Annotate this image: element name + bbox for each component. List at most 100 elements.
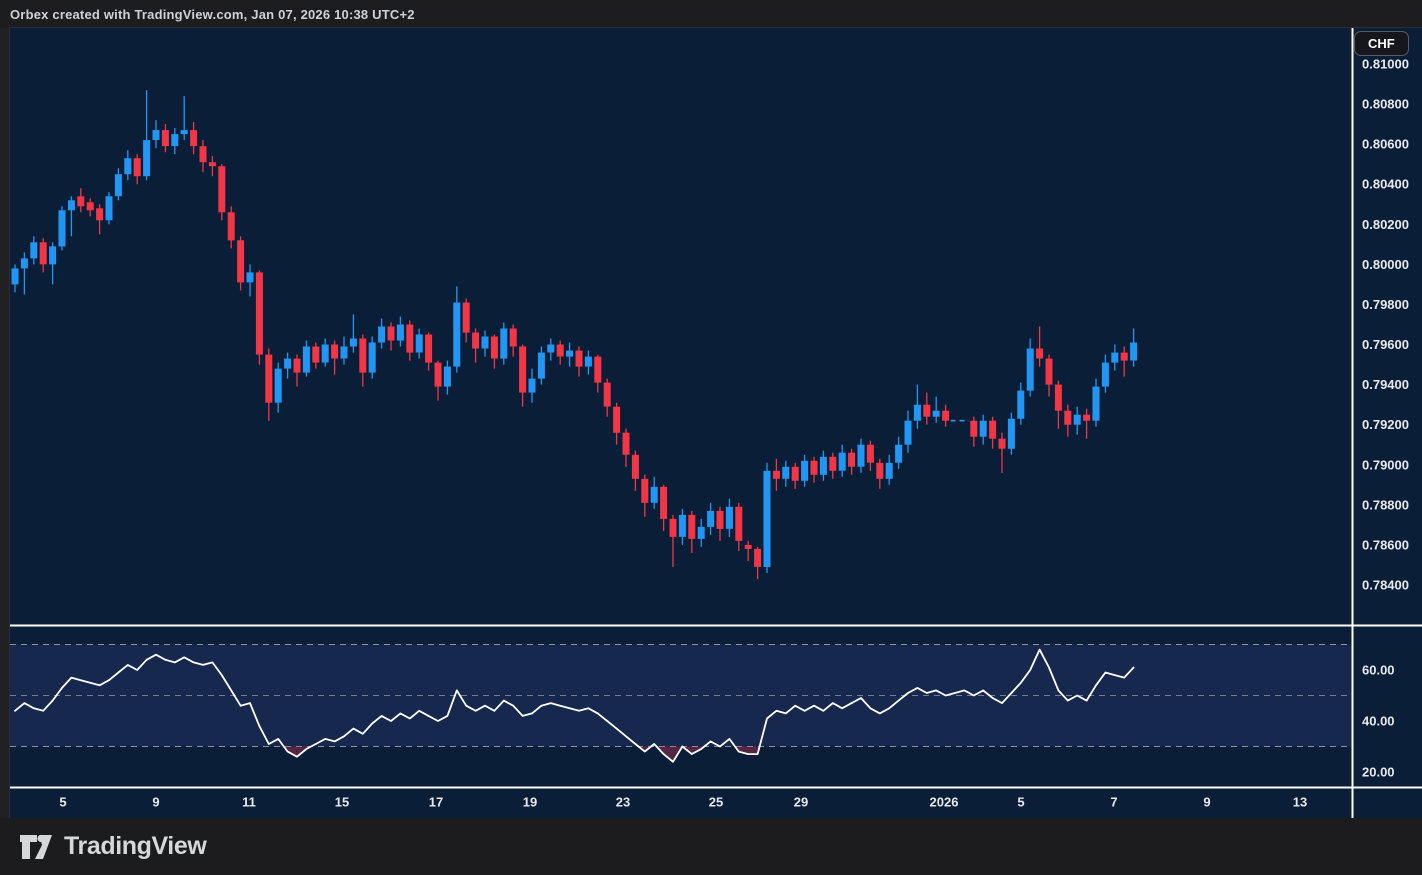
candle-body-down [190, 130, 198, 147]
rsi-tick-label: 20.00 [1362, 765, 1395, 780]
candle-body-up [340, 346, 348, 359]
candle-body-down [575, 350, 583, 367]
candle-body-down [791, 466, 799, 481]
candle-body-up [443, 366, 451, 387]
candle-body-up [1092, 386, 1100, 421]
candle-body-up [782, 466, 790, 479]
time-tick-label: 9 [152, 795, 159, 810]
candle-body-down [641, 478, 649, 503]
candle-body-up [20, 258, 28, 269]
candle-body-down [1045, 358, 1053, 385]
time-tick-label: 13 [1293, 795, 1307, 810]
price-tick-label: 0.81000 [1362, 57, 1409, 72]
candle-body-down [208, 162, 216, 167]
candle-body-up [180, 130, 188, 135]
candle-body-up [838, 452, 846, 471]
time-tick-label: 23 [616, 795, 630, 810]
candle-body-up [528, 378, 536, 393]
candle-body-down [942, 410, 950, 421]
candle-body-up [678, 514, 686, 537]
chart-attribution-title: Orbex created with TradingView.com, Jan … [10, 6, 415, 22]
price-tick-label: 0.80000 [1362, 257, 1409, 272]
candle-body-up [932, 410, 940, 417]
candle-body-up [885, 462, 893, 479]
candle-body-down [86, 202, 94, 211]
candle-body-up [763, 470, 771, 567]
candle-body-up [1007, 418, 1015, 449]
candle-body-down [594, 356, 602, 383]
price-tick-label: 0.80400 [1362, 177, 1409, 192]
price-axis[interactable]: 0.81000 0.80800 0.80600 0.80400 0.80200 0.800… [1362, 57, 1409, 593]
time-axis[interactable]: 5 9 11 15 17 19 23 25 29 2026 5 7 9 13 [59, 795, 1307, 810]
candle-body-up [1130, 342, 1138, 361]
candle-body-down [387, 326, 395, 341]
candle-body-up [895, 444, 903, 463]
rsi-tick-label: 40.00 [1362, 714, 1395, 729]
candle-body-down [754, 548, 762, 567]
chart-panel[interactable]: CHF 0.81000 0.80800 0.80600 0.80400 0.80200 0… [10, 28, 1422, 818]
candle-body-up [1017, 390, 1025, 419]
price-tick-label: 0.79400 [1362, 377, 1409, 392]
candle-body-down [509, 328, 517, 347]
candle-body-down [1036, 348, 1044, 359]
candle-body-up [819, 456, 827, 475]
time-tick-label: 29 [794, 795, 808, 810]
time-tick-label: 2026 [930, 795, 959, 810]
candle-body-up [368, 342, 376, 373]
candle-body-down [989, 420, 997, 439]
candle-body-up [979, 420, 987, 437]
tradingview-logo-icon[interactable] [18, 832, 54, 862]
candle-body-down [406, 324, 414, 353]
candle-body-up [30, 242, 38, 259]
candle-body-down [744, 544, 752, 549]
candle-body-up [500, 328, 508, 359]
price-tick-label: 0.78800 [1362, 497, 1409, 512]
candle-body-down [688, 514, 696, 539]
candle-body-up [481, 336, 489, 349]
candle-body-down [462, 302, 470, 333]
candle-body-down [96, 208, 104, 221]
candle-body-down [735, 506, 743, 541]
candle-body-down [255, 272, 263, 355]
candle-body-up [584, 356, 592, 367]
time-tick-label: 5 [59, 795, 66, 810]
candle-body-up [1111, 352, 1119, 363]
header-bar: Orbex created with TradingView.com, Jan … [0, 0, 1422, 28]
time-tick-label: 19 [523, 795, 537, 810]
rsi-oversold-fill [15, 746, 1134, 762]
price-tick-label: 0.80800 [1362, 97, 1409, 112]
candle-body-down [810, 460, 818, 475]
candle-body-down [359, 338, 367, 373]
candle-body-up [801, 460, 809, 481]
candle-body-down [876, 462, 884, 479]
rsi-axis[interactable]: 60.00 40.00 20.00 [1362, 663, 1395, 780]
rsi-line [14, 648, 1135, 763]
candle-body-up [697, 526, 705, 539]
candle-body-up [396, 324, 404, 341]
time-tick-label: 9 [1203, 795, 1210, 810]
candle-body-down [265, 354, 273, 403]
candle-body-up [913, 404, 921, 421]
candle-body-up [114, 174, 122, 197]
price-tick-label: 0.78600 [1362, 537, 1409, 552]
candle-body-down [199, 146, 207, 163]
candle-body-down [237, 240, 245, 283]
symbol-badge[interactable]: CHF [1354, 31, 1409, 56]
candle-body-up [152, 130, 160, 141]
chart-svg[interactable]: 0.81000 0.80800 0.80600 0.80400 0.80200 0.800… [10, 28, 1422, 818]
candle-body-down [77, 196, 85, 207]
candle-body-up [105, 196, 113, 221]
candle-body-up [378, 326, 386, 343]
price-tick-label: 0.79000 [1362, 457, 1409, 472]
tradingview-logo-text[interactable]: TradingView [64, 832, 207, 860]
candle-body-down [622, 432, 630, 455]
candle-body-down [556, 344, 564, 357]
candle-body-down [490, 336, 498, 359]
candle-body-up [857, 444, 865, 467]
candle-body-up [274, 368, 282, 403]
candle-body-down [1054, 384, 1062, 411]
time-tick-label: 5 [1017, 795, 1024, 810]
time-tick-label: 25 [709, 795, 723, 810]
candle-body-down [866, 444, 874, 463]
candle-body-down [848, 452, 856, 467]
